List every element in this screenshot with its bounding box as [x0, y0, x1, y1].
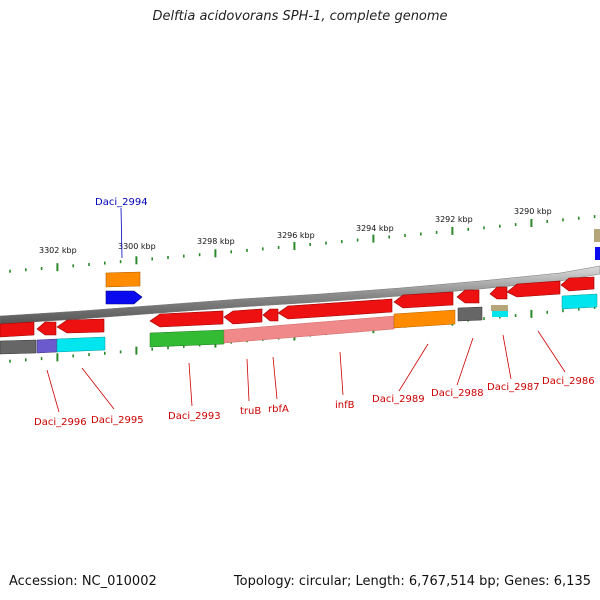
- scale-track-upper: [9, 215, 596, 273]
- scale-label-3296: 3296 kbp: [277, 231, 315, 240]
- gene-label-trub[interactable]: truB: [240, 406, 261, 417]
- callout-line-daci-2986: [537, 330, 566, 373]
- scale-label-3292: 3292 kbp: [435, 215, 473, 224]
- gene-box-tan-mid[interactable]: [491, 305, 508, 311]
- gene-box-cyan-left[interactable]: [56, 336, 106, 353]
- callout-line-trub: [246, 358, 250, 402]
- callout-line-daci-2995: [81, 367, 115, 410]
- gene-label-daci-2995[interactable]: Daci_2995: [91, 415, 144, 426]
- scale-label-3302: 3302 kbp: [39, 246, 77, 255]
- gene-arrow-daci-2986[interactable]: [506, 280, 561, 298]
- gene-box-gray-mid[interactable]: [457, 306, 483, 322]
- gene-arrow-orange-small[interactable]: [105, 271, 141, 288]
- gene-box-cyan-small[interactable]: [492, 311, 508, 317]
- gene-label-daci-2988[interactable]: Daci_2988: [431, 388, 484, 399]
- gene-arrow-trub[interactable]: [223, 308, 263, 325]
- gene-label-daci-2993[interactable]: Daci_2993: [168, 411, 221, 422]
- gene-arrow-daci-2987[interactable]: [489, 286, 508, 300]
- callout-line-daci-2996: [46, 369, 60, 413]
- gene-box-green[interactable]: [149, 329, 225, 348]
- topology-text: Topology: circular; Length: 6,767,514 bp…: [233, 574, 591, 589]
- callout-line-daci-2994: [120, 207, 123, 259]
- gene-box-blue-right[interactable]: [595, 247, 600, 260]
- callout-line-infb: [339, 351, 344, 396]
- gene-arrow-rbfa[interactable]: [262, 308, 279, 322]
- callout-line-daci-2988: [456, 337, 474, 386]
- gene-arrow-infb[interactable]: [277, 298, 393, 320]
- gene-arrow-daci-2994[interactable]: [105, 290, 143, 305]
- scale-label-3300: 3300 kbp: [118, 242, 156, 251]
- callout-line-rbfa: [272, 356, 278, 400]
- gene-box-gray-left[interactable]: [0, 339, 37, 355]
- gene-label-daci-2994[interactable]: Daci_2994: [95, 197, 148, 208]
- gene-arrow-daci-2988[interactable]: [456, 289, 480, 304]
- genome-backbone: [0, 265, 600, 325]
- gene-label-daci-2987[interactable]: Daci_2987: [487, 382, 540, 393]
- gene-label-daci-2989[interactable]: Daci_2989: [372, 394, 425, 405]
- genome-title: Delftia acidovorans SPH-1, complete geno…: [152, 9, 448, 24]
- gene-label-daci-2986[interactable]: Daci_2986: [542, 376, 595, 387]
- gene-arrow-red-left-edge[interactable]: [0, 321, 35, 338]
- scale-label-3298: 3298 kbp: [197, 237, 235, 246]
- gene-arrow-red-2[interactable]: [36, 321, 57, 336]
- gene-label-infb[interactable]: infB: [335, 400, 355, 411]
- callout-line-daci-2989: [398, 343, 429, 392]
- scale-label-3290: 3290 kbp: [514, 207, 552, 216]
- gene-arrow-daci-2989[interactable]: [393, 291, 454, 309]
- gene-label-rbfa[interactable]: rbfA: [268, 404, 289, 415]
- callout-line-daci-2987: [502, 334, 512, 380]
- gene-box-purple[interactable]: [36, 338, 58, 354]
- gene-arrow-red-3[interactable]: [56, 318, 105, 334]
- gene-box-pink[interactable]: [223, 315, 395, 344]
- gene-box-tan-right[interactable]: [594, 229, 600, 242]
- scale-label-3294: 3294 kbp: [356, 224, 394, 233]
- gene-arrow-daci-2993[interactable]: [149, 310, 224, 328]
- gene-label-daci-2996[interactable]: Daci_2996: [34, 417, 87, 428]
- gene-box-cyan-right[interactable]: [561, 293, 598, 310]
- accession-text: Accession: NC_010002: [9, 574, 157, 589]
- gene-arrow-red-right-edge[interactable]: [560, 276, 595, 292]
- gene-box-orange[interactable]: [393, 309, 456, 329]
- callout-line-daci-2993: [188, 362, 193, 407]
